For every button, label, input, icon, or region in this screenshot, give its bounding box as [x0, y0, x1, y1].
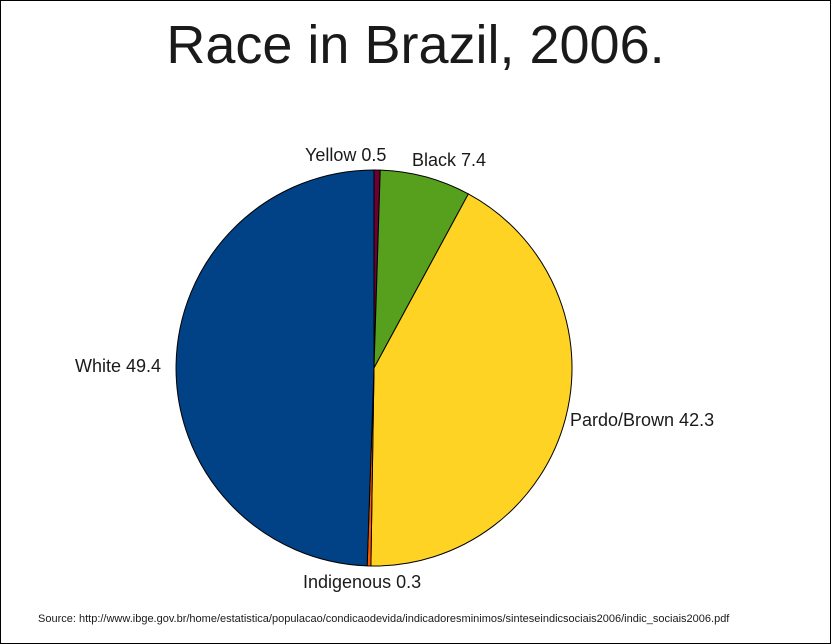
slice-label-indigenous: Indigenous 0.3 — [303, 572, 421, 592]
slice-label-pardo-brown: Pardo/Brown 42.3 — [570, 410, 714, 430]
slice-label-black: Black 7.4 — [412, 150, 486, 170]
slice-label-white: White 49.4 — [75, 356, 161, 376]
source-note: Source: http://www.ibge.gov.br/home/esta… — [38, 613, 730, 625]
pie-slice-pardo-brown — [370, 193, 573, 567]
pie-slice-white — [175, 169, 375, 567]
chart-title: Race in Brazil, 2006. — [166, 15, 665, 75]
slice-label-yellow: Yellow 0.5 — [305, 145, 386, 165]
